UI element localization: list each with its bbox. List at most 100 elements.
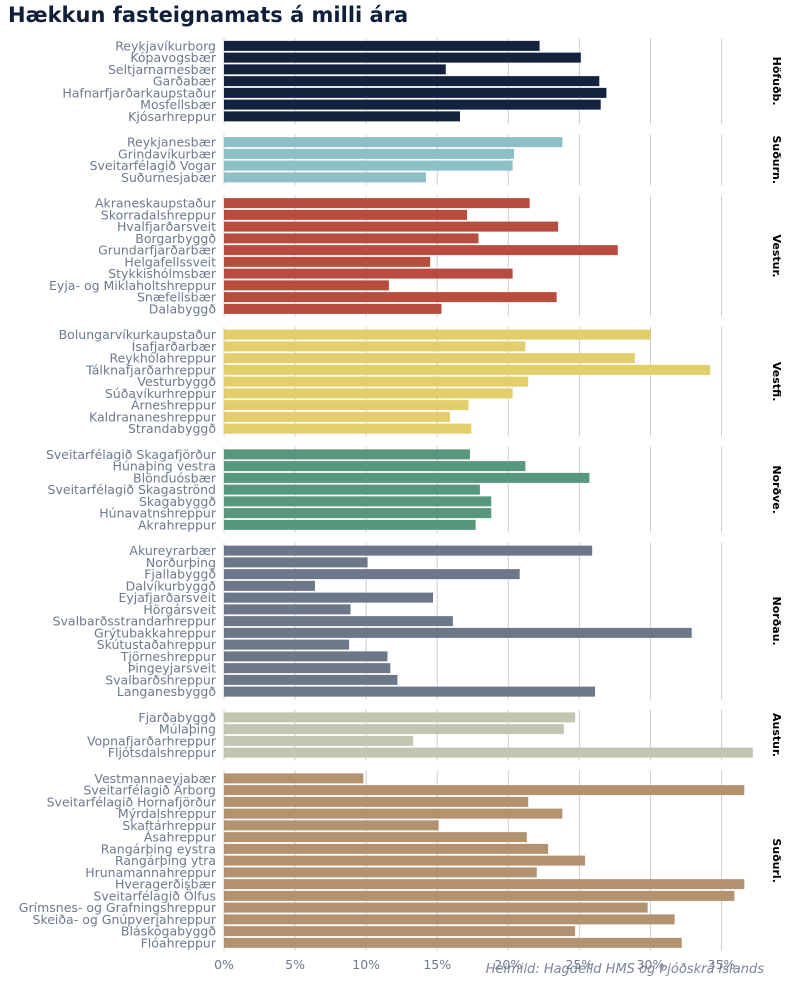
bar (224, 616, 453, 627)
bar (224, 712, 576, 723)
category-label: Flóahreppur (141, 935, 217, 950)
bar (224, 484, 480, 495)
bar (224, 221, 559, 232)
bar (224, 747, 753, 758)
category-label: Vopnafjarðarhreppur (87, 733, 217, 748)
category-label: Snæfellsbær (137, 290, 217, 305)
bar (224, 99, 601, 110)
bar (224, 902, 648, 913)
category-label: Rangárþing eystra (101, 841, 216, 856)
category-label: Súðavíkurhreppur (105, 386, 217, 401)
bar (224, 388, 513, 399)
category-label: Reykhólahreppur (109, 351, 216, 366)
category-label: Strandabyggð (128, 421, 216, 436)
category-label: Vesturbyggð (137, 374, 216, 389)
bar (224, 329, 651, 340)
category-label: Dalvíkurbyggð (126, 578, 216, 593)
category-label: Akrahreppur (138, 517, 217, 532)
category-label: Sveitarfélagið Hornafjörður (47, 794, 217, 809)
category-label: Hrunamannahreppur (85, 865, 217, 880)
category-label: Húnaþing vestra (113, 459, 216, 474)
category-label: Múlaþing (159, 722, 216, 737)
category-label: Suðurnesjabær (121, 170, 217, 185)
bar (224, 148, 515, 159)
bar (224, 867, 537, 878)
bar (224, 604, 351, 615)
bar (224, 472, 590, 483)
category-label: Skeiða- og Gnúpverjahreppur (33, 912, 217, 927)
bar (224, 172, 426, 183)
bar (224, 423, 472, 434)
bar (224, 879, 745, 890)
bar (224, 773, 364, 784)
bar (224, 209, 468, 220)
category-label: Vestmannaeyjabær (94, 771, 216, 786)
bar (224, 496, 492, 507)
bar (224, 796, 529, 807)
bar (224, 411, 451, 422)
bar (224, 40, 540, 51)
category-label: Fjallabyggð (144, 567, 216, 582)
bar (224, 914, 675, 925)
category-label: Hvalfjarðarsveit (117, 219, 216, 234)
category-label: Eyja- og Miklaholtshreppur (49, 278, 217, 293)
bar (224, 639, 350, 650)
bar (224, 292, 557, 303)
bar (224, 256, 431, 267)
category-label: Hörgársveit (143, 602, 216, 617)
category-label: Svalbarðsstrandarhreppur (53, 614, 217, 629)
category-label: Skorradalshreppur (101, 207, 217, 222)
bar (224, 651, 388, 662)
bar (224, 843, 549, 854)
x-tick-label: 15% (423, 957, 451, 972)
bar (224, 569, 520, 580)
bar (224, 268, 513, 279)
category-label: Reykjavíkurborg (115, 38, 216, 53)
group-label: Suðurn. (770, 135, 783, 184)
x-tick-label: 0% (214, 957, 234, 972)
bar (224, 280, 389, 291)
category-label: Svalbarðshreppur (105, 672, 217, 687)
bar (224, 926, 576, 937)
bar (224, 820, 439, 831)
x-tick-label: 35% (708, 957, 736, 972)
group-label: Norðau. (770, 597, 783, 646)
category-label: Dalabyggð (149, 301, 216, 316)
category-label: Eyjafjarðarsveit (118, 590, 216, 605)
source-note: Heimild: Hagdeild HMS og Þjóðskrá Ísland… (485, 962, 764, 977)
bar (224, 376, 529, 387)
category-label: Blönduósbær (133, 470, 217, 485)
x-tick-label: 25% (566, 957, 594, 972)
category-label: Hafnarfjarðarkaupstaður (62, 85, 216, 100)
group-label: Norðve. (770, 465, 783, 514)
category-label: Bolungarvíkurkaupstaður (59, 327, 217, 342)
category-label: Fjarðabyggð (138, 710, 216, 725)
bar (224, 137, 563, 148)
bar (224, 545, 593, 556)
bar (224, 937, 682, 948)
bar (224, 400, 469, 411)
category-label: Ásahreppur (144, 830, 217, 845)
bar (224, 686, 596, 697)
bar (224, 364, 711, 375)
x-tick-label: 30% (637, 957, 665, 972)
category-label: Hveragerðisbær (115, 877, 217, 892)
category-label: Skaftárhreppur (122, 818, 217, 833)
x-tick-label: 10% (352, 957, 380, 972)
category-label: Seltjarnarnesbær (108, 62, 217, 77)
bar (224, 160, 513, 171)
group-label: Vestur. (770, 234, 783, 277)
category-label: Grýtubakkahreppur (94, 625, 217, 640)
category-label: Tálknafjarðarhreppur (85, 362, 217, 377)
bar (224, 233, 479, 244)
bar (224, 508, 492, 519)
category-label: Borgarbyggð (135, 231, 216, 246)
category-label: Grundarfjarðarbær (98, 243, 217, 258)
bar (224, 461, 526, 472)
category-label: Skútustaðahreppur (97, 637, 217, 652)
bar (224, 245, 618, 256)
bar (224, 855, 586, 866)
x-tick-label: 20% (494, 957, 522, 972)
category-label: Mosfellsbær (140, 97, 217, 112)
